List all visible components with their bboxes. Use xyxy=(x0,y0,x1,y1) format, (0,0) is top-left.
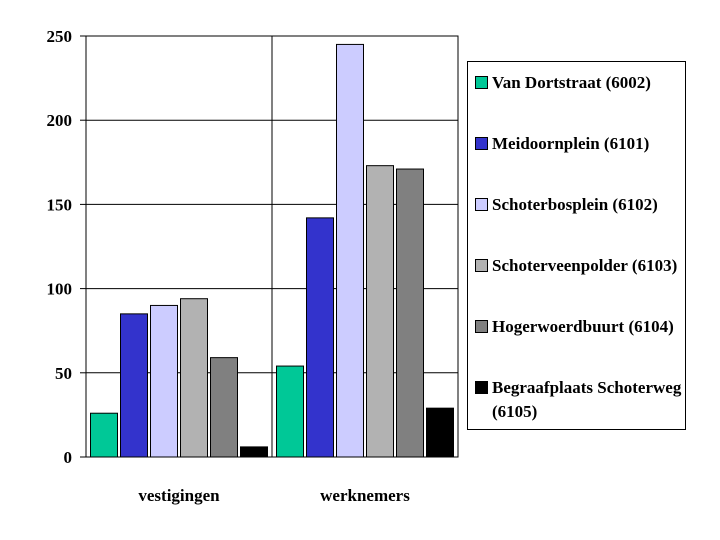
y-tick-label: 150 xyxy=(47,195,73,214)
legend-swatch xyxy=(475,198,488,211)
bar xyxy=(276,365,304,458)
legend-label: Van Dortstraat (6002) xyxy=(492,73,651,92)
bar xyxy=(240,446,268,458)
x-category-label: werknemers xyxy=(320,486,410,505)
bar xyxy=(210,357,238,458)
legend-item: Hogerwoerdbuurt (6104) xyxy=(475,315,682,339)
legend-swatch xyxy=(475,381,488,394)
legend-item: Schoterbosplein (6102) xyxy=(475,193,682,217)
y-axis-ticks: 0 50 100 150 200 250 xyxy=(47,27,86,467)
y-tick-label: 50 xyxy=(55,364,72,383)
bar xyxy=(396,168,424,458)
bar xyxy=(426,407,454,458)
bar xyxy=(180,298,208,458)
legend-swatch xyxy=(475,259,488,272)
legend-swatch xyxy=(475,320,488,333)
bar xyxy=(336,43,364,458)
legend-label: Schoterveenpolder (6103) xyxy=(492,256,678,275)
bar xyxy=(366,165,394,458)
x-category-label: vestigingen xyxy=(138,486,220,505)
legend-item: Schoterveenpolder (6103) xyxy=(475,254,682,278)
legend-label: Begraafplaats Schoterweg (6105) xyxy=(492,378,682,421)
legend: Van Dortstraat (6002) Meidoornplein (610… xyxy=(467,61,686,430)
legend-label: Hogerwoerdbuurt (6104) xyxy=(492,317,674,336)
y-tick-label: 250 xyxy=(47,27,73,46)
legend-label: Schoterbosplein (6102) xyxy=(492,195,658,214)
legend-label: Meidoornplein (6101) xyxy=(492,134,650,153)
y-tick-label: 100 xyxy=(47,280,73,299)
axes xyxy=(85,35,459,458)
y-tick-label: 200 xyxy=(47,111,73,130)
bar xyxy=(90,412,118,458)
legend-swatch xyxy=(475,76,488,89)
bar xyxy=(306,217,334,458)
y-tick-label: 0 xyxy=(64,448,73,467)
legend-swatch xyxy=(475,137,488,150)
legend-item: Begraafplaats Schoterweg (6105) xyxy=(475,376,682,424)
legend-item: Meidoornplein (6101) xyxy=(475,132,682,156)
bars xyxy=(90,43,454,458)
legend-item: Van Dortstraat (6002) xyxy=(475,71,682,95)
bar xyxy=(150,304,178,458)
x-axis-categories: vestigingen werknemers xyxy=(138,486,410,505)
bar xyxy=(120,313,148,458)
